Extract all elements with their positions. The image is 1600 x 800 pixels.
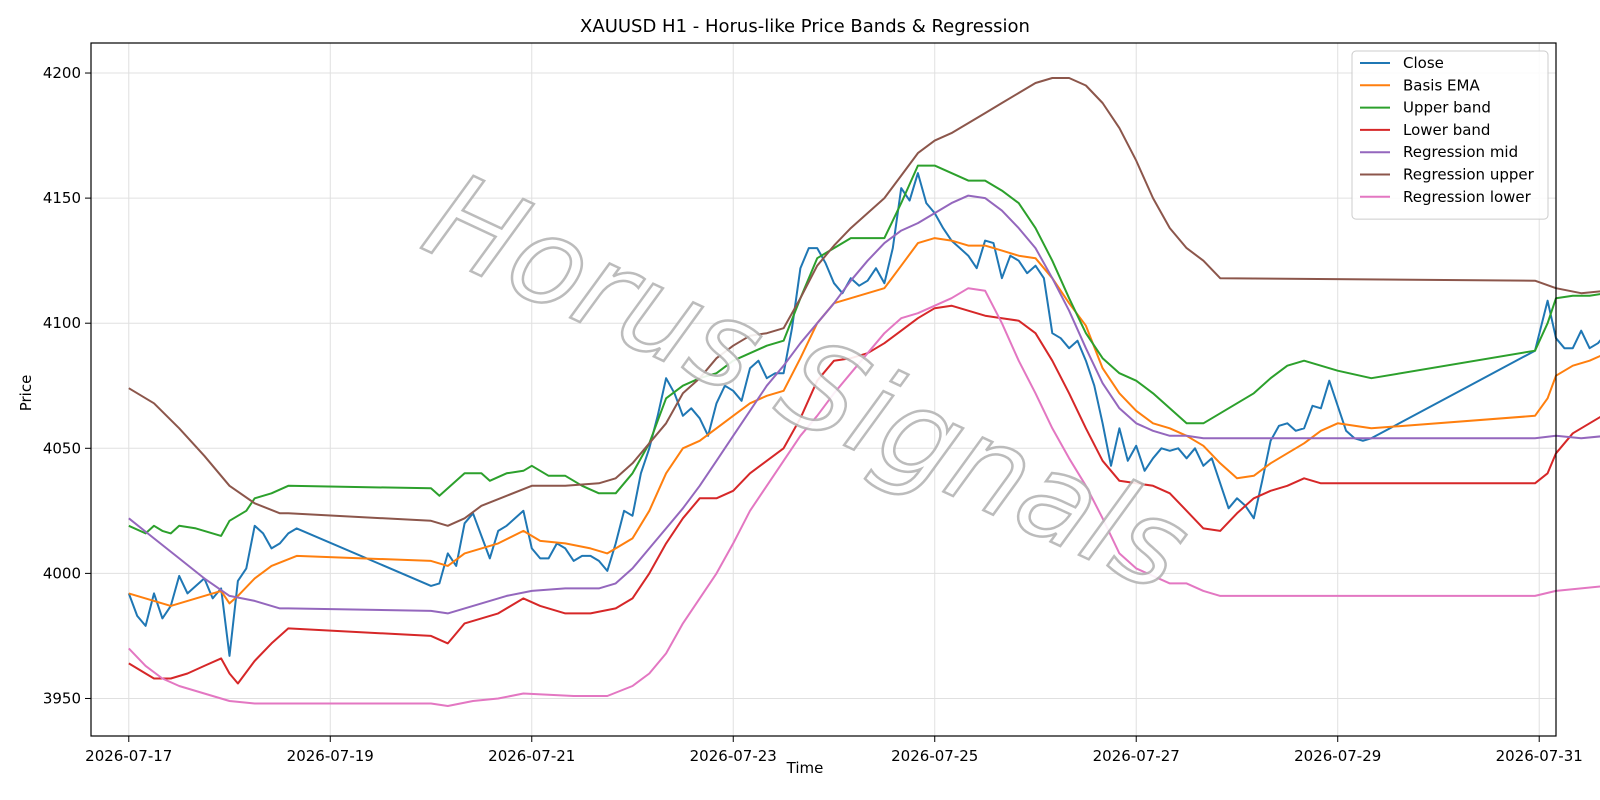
plot-frame	[90, 42, 1557, 737]
y-axis-label: Price	[17, 375, 35, 412]
chart-title: XAUUSD H1 - Horus-like Price Bands & Reg…	[580, 16, 1030, 37]
series-line-basis-ema	[128, 237, 1600, 607]
x-tick-label: 2026-07-19	[287, 747, 374, 765]
legend-box	[1351, 50, 1549, 220]
legend-label: Regression lower	[1403, 188, 1532, 206]
y-tick-label: 4000	[43, 564, 81, 582]
x-tick-label: 2026-07-29	[1294, 747, 1381, 765]
series-line-lower-band	[128, 304, 1600, 685]
series-line-regression-lower	[128, 287, 1600, 707]
x-tick-label: 2026-07-25	[891, 747, 978, 765]
plot-lines	[127, 77, 1600, 707]
y-tick-label: 4100	[43, 314, 81, 332]
x-tick-label: 2026-07-31	[1496, 747, 1583, 765]
series-line-regression-upper	[128, 77, 1600, 527]
x-tick-label: 2026-07-17	[85, 747, 172, 765]
y-tick-label: 3950	[43, 689, 81, 707]
y-axis: 3950 4000 4050 4100 4150 4200	[43, 64, 91, 707]
y-tick-label: 4050	[43, 439, 81, 457]
legend-label: Basis EMA	[1403, 76, 1480, 94]
x-tick-label: 2026-07-23	[690, 747, 777, 765]
legend-label: Regression mid	[1403, 143, 1518, 161]
legend-label: Regression upper	[1403, 166, 1535, 184]
x-tick-label: 2026-07-27	[1093, 747, 1180, 765]
y-tick-label: 4200	[43, 64, 81, 82]
legend-label: Lower band	[1403, 121, 1490, 139]
legend-label: Close	[1403, 54, 1444, 72]
x-axis-label: Time	[786, 759, 824, 777]
series-line-regression-mid	[128, 194, 1600, 615]
legend: Close Basis EMA Upper band Lower band Regres…	[1351, 50, 1549, 220]
x-axis: 2026-07-17 2026-07-19 2026-07-21 2026-07-23…	[85, 736, 1583, 765]
x-tick-label: 2026-07-21	[488, 747, 575, 765]
y-tick-label: 4150	[43, 189, 81, 207]
series-line-upper-band	[128, 164, 1600, 537]
legend-label: Upper band	[1403, 99, 1491, 117]
